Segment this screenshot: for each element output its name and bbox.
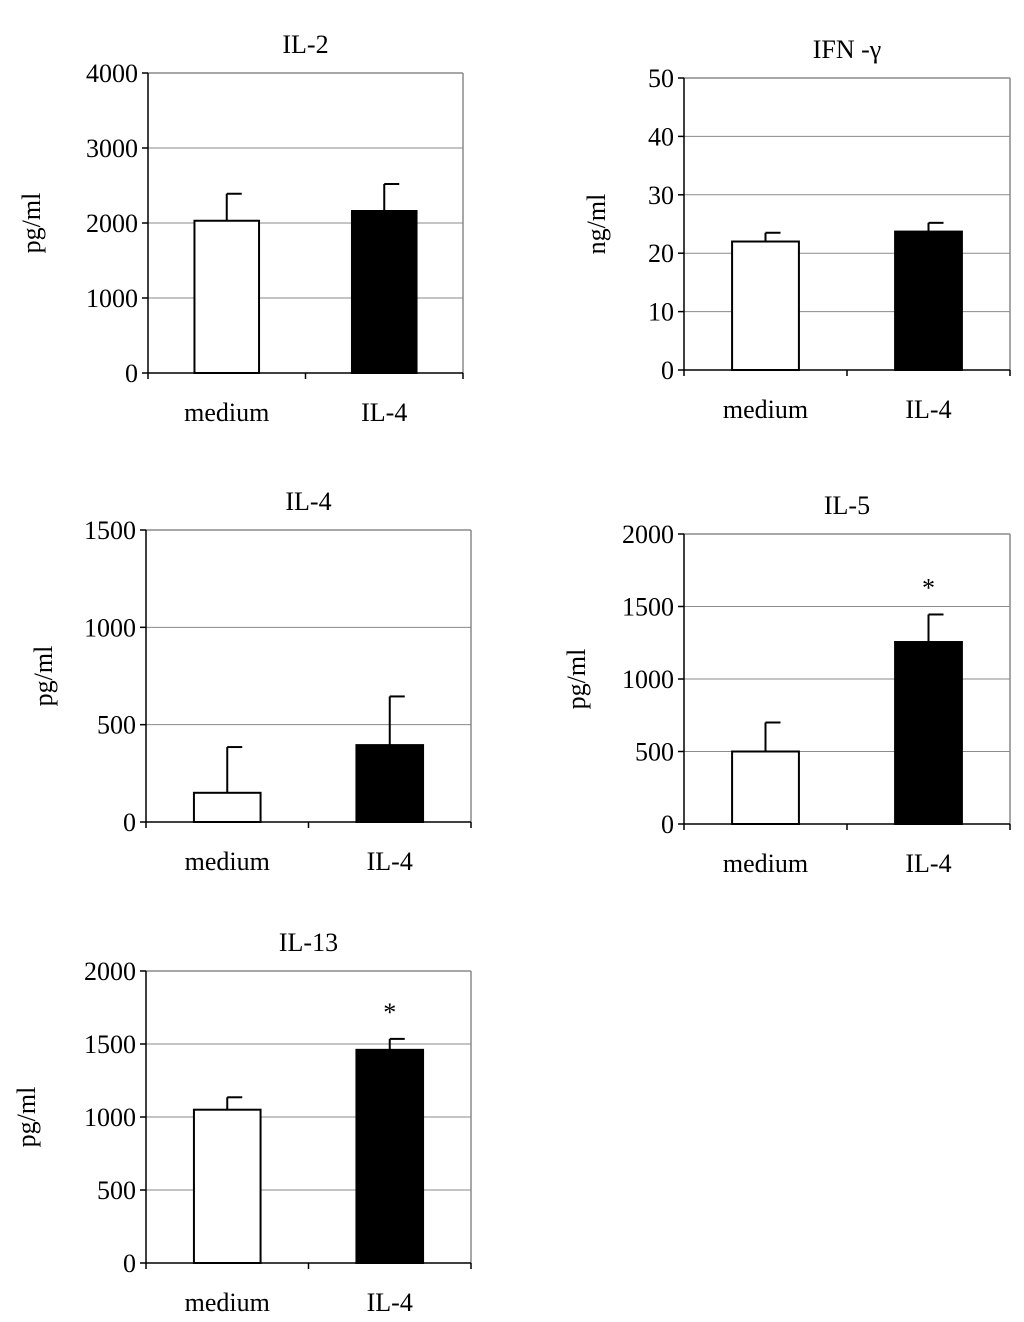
bar-il-4	[350, 210, 418, 374]
x-category-label: medium	[184, 398, 269, 427]
y-tick-label: 30	[648, 181, 674, 210]
y-tick-label: 4000	[86, 59, 138, 88]
bar-medium	[192, 791, 262, 823]
bar-medium	[731, 750, 800, 825]
y-tick-label: 1500	[622, 593, 674, 622]
y-axis-label: pg/ml	[17, 193, 46, 254]
y-tick-label: 1000	[86, 284, 138, 313]
y-axis-label: ng/ml	[582, 194, 611, 255]
x-category-label: medium	[185, 1288, 270, 1317]
chart-panel-2: IL-4 0 500 1000 1500 medium IL-4 pg/ml	[29, 487, 472, 876]
chart-title: IL-2	[282, 30, 328, 59]
bar-il-4	[355, 1048, 425, 1264]
y-tick-label: 2000	[622, 520, 674, 549]
x-category-label: IL-4	[905, 849, 951, 878]
y-tick-label: 40	[648, 122, 674, 151]
y-tick-label: 2000	[84, 957, 136, 986]
y-tick-label: 3000	[86, 134, 138, 163]
chart-title: IL-4	[285, 487, 331, 516]
y-tick-label: 0	[123, 808, 136, 837]
y-tick-label: 0	[661, 356, 674, 385]
y-tick-label: 2000	[86, 209, 138, 238]
y-axis-label: pg/ml	[29, 646, 58, 707]
y-axis-label: pg/ml	[562, 649, 591, 710]
y-tick-label: 500	[97, 711, 136, 740]
x-category-label: medium	[723, 395, 808, 424]
y-tick-label: 500	[635, 738, 674, 767]
y-tick-label: 0	[123, 1249, 136, 1278]
chart-title: IFN -γ	[813, 35, 882, 64]
y-tick-label: 0	[125, 359, 138, 388]
y-tick-label: 0	[661, 810, 674, 839]
y-tick-label: 20	[648, 239, 674, 268]
x-category-label: IL-4	[361, 398, 407, 427]
bar-medium	[192, 1108, 262, 1264]
x-category-label: IL-4	[905, 395, 951, 424]
bar-medium	[193, 219, 261, 374]
chart-title: IL-13	[279, 928, 338, 957]
bar-il-4	[894, 230, 963, 371]
y-tick-label: 50	[648, 64, 674, 93]
significance-marker: *	[922, 573, 935, 602]
y-tick-label: 1000	[84, 1103, 136, 1132]
significance-marker: *	[383, 998, 396, 1027]
bar-il-4	[894, 641, 963, 826]
chart-panel-1: IFN -γ 0 10 20 30 40 50 medium IL-4 ng/ml	[582, 35, 1011, 424]
y-tick-label: 1500	[84, 516, 136, 545]
chart-panel-4: IL-13 0 500 1000 1500 2000 medium * IL-4 pg/ml	[12, 928, 472, 1317]
bar-medium	[731, 240, 800, 371]
y-axis-label: pg/ml	[12, 1087, 41, 1148]
chart-panel-0: IL-2 0 1000 2000 3000 4000 medium IL-4 pg/ml	[17, 30, 464, 427]
y-tick-label: 1500	[84, 1030, 136, 1059]
x-category-label: medium	[723, 849, 808, 878]
x-category-label: medium	[185, 847, 270, 876]
x-category-label: IL-4	[367, 847, 413, 876]
x-category-label: IL-4	[367, 1288, 413, 1317]
chart-title: IL-5	[824, 491, 870, 520]
y-tick-label: 10	[648, 298, 674, 327]
bar-il-4	[355, 744, 425, 824]
y-tick-label: 1000	[84, 613, 136, 642]
y-tick-label: 500	[97, 1176, 136, 1205]
chart-panel-3: IL-5 0 500 1000 1500 2000 medium * IL-4 pg/ml	[562, 491, 1011, 878]
y-tick-label: 1000	[622, 665, 674, 694]
